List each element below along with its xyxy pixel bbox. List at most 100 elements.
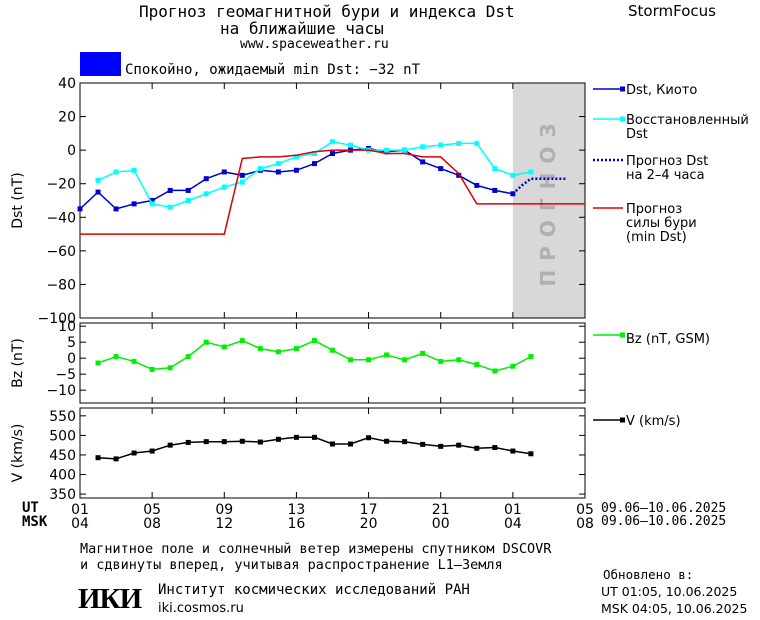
site-url[interactable]: www.spaceweather.ru [240,37,389,52]
restored-dst-point [113,169,119,175]
legend-storm-label: Прогноз [626,202,682,217]
dst-kyoto-point [149,198,155,203]
y-tick-label: 5 [67,335,76,351]
institute-name: Институт космических исследований РАН [158,582,470,598]
dst-kyoto-point [311,161,317,167]
restored-dst-point [474,140,480,146]
speed-point [131,450,137,456]
speed-point [384,438,390,444]
dst-kyoto-point [203,176,209,182]
msk-tick-label: 20 [360,516,378,532]
bz-point [348,357,354,363]
y-tick-label: −10 [46,383,76,399]
y-axis-label: V (km/s) [10,424,26,483]
restored-dst-point [492,166,498,172]
y-tick-label: −60 [46,244,76,260]
chart-title-line2: на ближайшие часы [220,19,384,38]
legend-restored-label: Dst [626,127,648,142]
speed-line [97,436,532,460]
legend-forecast-label: Прогноз Dst [626,154,708,169]
dst-kyoto-point [131,201,137,207]
bz-point [330,347,335,353]
y-tick-label: −40 [46,210,76,226]
msk-date-range: 09.06–10.06.2025 [601,514,727,529]
speed-point [330,441,335,447]
ut-tick-label: 01 [71,502,89,518]
bz-point [131,358,137,364]
restored-dst-point [131,167,137,173]
ut-tick-label: 05 [143,502,161,518]
bz-point [221,344,227,350]
brand-name: StormFocus [628,2,716,20]
institute-site[interactable]: iki.cosmos.ru [158,601,244,616]
speed-point [402,439,408,445]
y-axis-label: Bz (nT) [10,338,26,388]
y-tick-label: 0 [67,143,76,159]
speed-point [203,439,209,445]
bz-point [239,338,245,344]
restored-dst-point [420,144,426,150]
ut-tick-label: 01 [504,502,522,518]
ut-tick-label: 13 [288,502,306,518]
speed-point [366,435,372,441]
restored-dst-point [528,169,534,175]
y-tick-label: −20 [46,177,76,193]
dst-kyoto-point [510,191,516,197]
ut-tick-label: 05 [576,502,594,518]
measurement-note-line1: Магнитное поле и солнечный ветер измерен… [80,541,552,557]
restored-dst-point [221,184,227,190]
dst-kyoto-point [221,169,227,175]
y-tick-label: −80 [46,277,76,293]
legend-v-label: V (km/s) [626,414,681,429]
speed-point [528,451,534,457]
bz-point [149,366,155,372]
ut-axis-label: UT [22,500,39,516]
bz-point [293,346,299,352]
speed-point [167,442,173,448]
bz-point [167,365,173,371]
msk-tick-label: 00 [432,516,450,532]
bz-point [311,338,317,344]
restored-dst-point [348,142,354,148]
speed-point [420,441,426,447]
bz-point [402,357,408,363]
msk-tick-label: 08 [576,516,594,532]
measurement-note-line2: и сдвинуты вперед, учитывая распростране… [80,557,503,573]
speed-point [311,434,317,440]
msk-tick-label: 08 [143,516,161,532]
status-swatch [80,52,121,76]
legend-restored-marker [620,116,625,122]
restored-dst-point [95,177,101,183]
updated-label: Обновлено в: [603,567,694,582]
legend-forecast-label: на 2–4 часа [626,168,705,183]
iki-logo: ИКИ [78,583,142,615]
restored-dst-point [384,147,390,153]
speed-point [456,442,462,448]
ut-tick-label: 17 [360,502,378,518]
speed-point [95,455,101,461]
y-tick-label: 500 [49,428,76,444]
updated-msk: MSK 04:05, 10.06.2025 [601,601,748,616]
restored-dst-point [149,201,155,207]
dst-kyoto-point [167,187,173,193]
msk-tick-label: 16 [288,516,306,532]
legend-v-marker [620,417,625,423]
restored-dst-point [402,147,408,153]
y-tick-label: 0 [67,351,76,367]
speed-point [275,436,281,442]
dst-kyoto-point [185,187,191,193]
restored-dst-point [257,166,263,172]
dst-kyoto-point [456,172,462,178]
restored-dst-point [510,172,516,178]
bz-point [510,363,516,369]
speed-point [348,441,354,447]
restored-dst-point [456,140,462,146]
plot-frame-2 [79,407,586,499]
y-tick-label: 20 [58,110,76,126]
speed-point [113,456,119,462]
y-tick-label: −100 [38,311,76,327]
bz-point [420,350,426,356]
dst-kyoto-point [77,206,83,212]
plot-frame-0 [79,82,586,319]
y-tick-label: 40 [58,76,76,92]
